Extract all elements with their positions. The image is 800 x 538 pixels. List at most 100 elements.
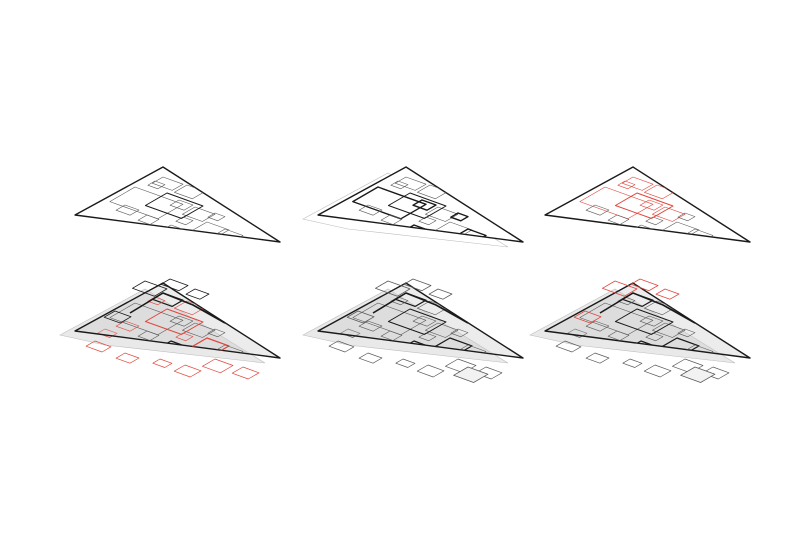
room-outline <box>466 236 491 242</box>
upper-level-room <box>655 288 680 300</box>
upper-level-room <box>573 310 602 324</box>
upper-level-room <box>346 310 375 324</box>
panel-5 <box>302 278 524 383</box>
panel-4 <box>59 278 281 380</box>
lower-level-room <box>115 352 140 364</box>
lower-level-room <box>453 366 489 383</box>
room-outline <box>639 199 664 211</box>
lower-level-room <box>395 358 416 368</box>
room-outline <box>418 216 437 226</box>
room-outline <box>645 216 664 226</box>
panel-1 <box>74 166 281 243</box>
room-outline <box>207 212 226 222</box>
room-outline <box>182 322 216 338</box>
room-outline <box>358 320 383 332</box>
room-outline <box>390 296 409 306</box>
room-outline <box>585 320 610 332</box>
room-outline <box>645 332 664 342</box>
lower-level-room <box>173 364 202 378</box>
courtyard-outline <box>387 308 447 335</box>
room-outline <box>412 315 437 327</box>
room-outline <box>115 204 140 216</box>
panel-3 <box>544 166 751 243</box>
upper-level-room <box>630 278 659 292</box>
upper-level-room <box>602 280 638 297</box>
room-outline <box>599 224 618 234</box>
panel-6 <box>529 278 751 383</box>
room-outline <box>652 206 686 222</box>
upper-level-room <box>103 310 132 324</box>
room-group <box>352 176 491 242</box>
room-outline <box>137 214 160 225</box>
room-outline <box>175 216 194 226</box>
room-outline <box>380 330 403 341</box>
room-outline <box>182 206 216 222</box>
room-outline <box>693 236 718 242</box>
courtyard-outline <box>614 308 674 335</box>
courtyard-outline <box>614 192 674 219</box>
upper-level-room <box>160 278 189 292</box>
ghost-plane <box>59 288 266 364</box>
floor-slab-triangle <box>317 166 524 243</box>
lower-level-room <box>680 366 716 383</box>
room-outline <box>425 322 459 338</box>
upper-level-room <box>132 280 168 297</box>
room-outline <box>652 322 686 338</box>
room-outline <box>639 315 664 327</box>
lower-level-room <box>328 340 355 353</box>
room-outline <box>617 296 636 306</box>
room-outline <box>169 199 194 211</box>
room-outline <box>207 328 226 338</box>
room-outline <box>390 180 409 190</box>
lower-level-room <box>152 358 173 368</box>
lower-level-room <box>416 364 445 378</box>
upper-level-room <box>428 288 453 300</box>
room-outline <box>617 180 636 190</box>
courtyard-outline <box>144 192 204 219</box>
room-outline <box>115 320 140 332</box>
upper-level-room <box>375 280 411 297</box>
room-outline <box>147 180 166 190</box>
lower-level-room <box>231 366 260 380</box>
upper-level-room <box>185 288 210 300</box>
room-outline <box>129 224 148 234</box>
room-outline <box>185 238 208 242</box>
lower-level-room <box>97 328 118 338</box>
lower-level-room <box>585 352 610 364</box>
courtyard-outline <box>387 192 447 219</box>
ghost-plane <box>302 172 509 248</box>
room-outline <box>425 206 459 222</box>
room-outline <box>169 315 194 327</box>
courtyard-outline <box>144 308 204 335</box>
lower-level-room <box>358 352 383 364</box>
lower-level-room <box>85 340 112 353</box>
floor-slab-triangle <box>74 166 281 243</box>
room-outline <box>147 296 166 306</box>
lower-level-room <box>340 328 361 338</box>
ghost-plane <box>529 288 736 364</box>
room-outline <box>450 328 469 338</box>
room-outline <box>607 330 630 341</box>
lower-level-room <box>555 340 582 353</box>
lower-level-room <box>567 328 588 338</box>
room-outline <box>223 236 248 242</box>
room-outline <box>372 224 391 234</box>
floor-slab-triangle <box>544 166 751 243</box>
bold-wall <box>372 292 469 324</box>
room-outline <box>655 238 678 242</box>
room-outline <box>137 330 160 341</box>
bold-wall <box>129 292 226 324</box>
room-outline <box>412 199 437 211</box>
room-outline <box>418 332 437 342</box>
ghost-plane <box>302 288 509 364</box>
room-outline <box>450 212 469 222</box>
room-outline <box>358 204 383 216</box>
lower-level-room <box>202 358 234 374</box>
room-outline <box>677 212 696 222</box>
room-outline <box>585 204 610 216</box>
room-outline <box>677 328 696 338</box>
bold-wall <box>599 292 696 324</box>
room-outline <box>175 332 194 342</box>
